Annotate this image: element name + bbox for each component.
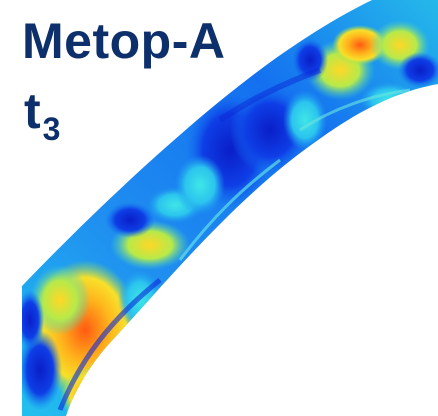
time-symbol: t [24,83,41,139]
time-subscript: 3 [42,111,61,147]
satellite-title: Metop-A [22,13,226,69]
time-step-label: t3 [24,83,61,147]
